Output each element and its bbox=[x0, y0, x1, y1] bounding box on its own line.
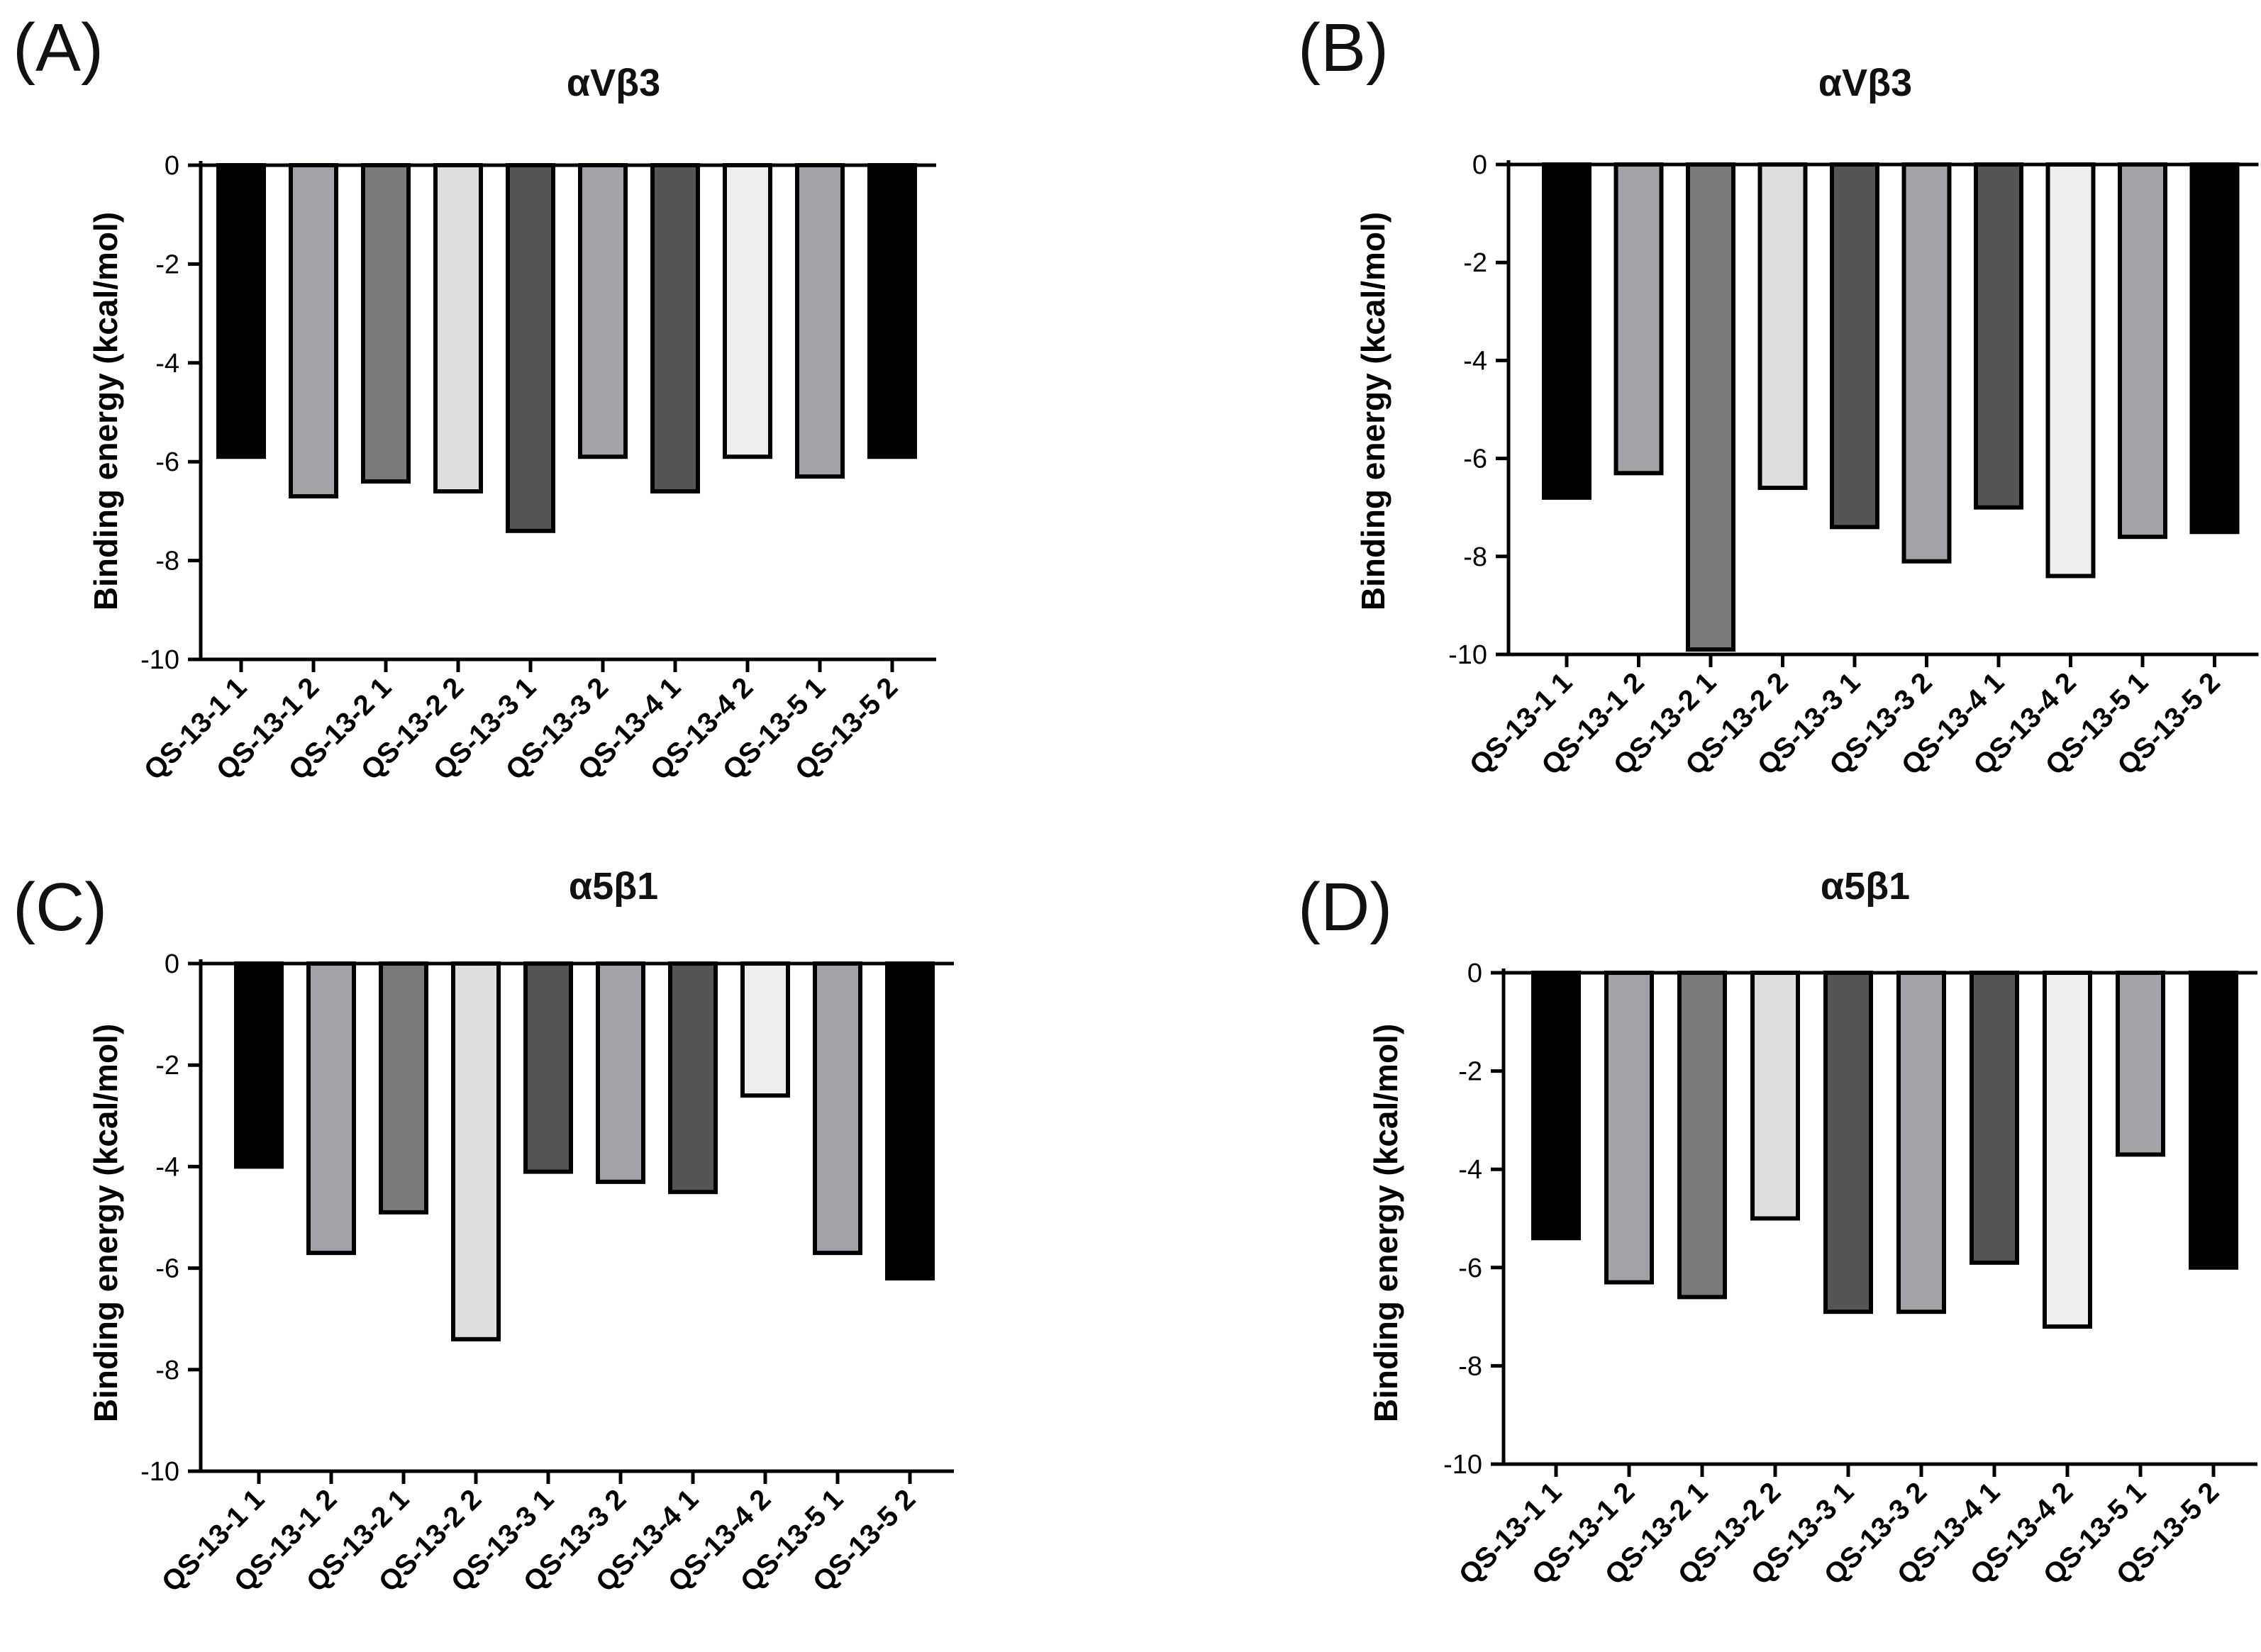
bar bbox=[668, 961, 718, 1195]
bar bbox=[216, 163, 266, 459]
chart-title: α5β1 bbox=[569, 865, 658, 908]
chart-title: αVβ3 bbox=[1818, 62, 1912, 104]
chart-title: αVβ3 bbox=[567, 62, 660, 104]
bar bbox=[234, 961, 284, 1169]
panel-letter: (B) bbox=[1298, 10, 1389, 86]
chart-panel-b: (B) αVβ3 Binding energy (kcal/mol) 0 -2 -4 -6 -… bbox=[1298, 10, 2259, 781]
y-tick-label: -4 bbox=[1463, 346, 1487, 376]
y-tick-label: -6 bbox=[1458, 1254, 1482, 1283]
bar bbox=[723, 163, 772, 459]
y-tick-label: -6 bbox=[155, 1254, 179, 1284]
y-tick-label: -2 bbox=[1458, 1057, 1482, 1087]
bar bbox=[433, 163, 483, 494]
y-tick-label: -4 bbox=[1458, 1155, 1482, 1185]
bar bbox=[795, 163, 845, 479]
bar bbox=[813, 961, 862, 1256]
bar bbox=[523, 961, 573, 1174]
bar bbox=[885, 961, 935, 1280]
panel-letter: (D) bbox=[1298, 869, 1392, 945]
bar bbox=[1542, 162, 1591, 500]
bar bbox=[2189, 162, 2240, 535]
bar bbox=[650, 163, 700, 494]
bar bbox=[1604, 971, 1654, 1285]
y-tick-label: -10 bbox=[140, 1457, 179, 1487]
y-tick-label: -10 bbox=[140, 645, 179, 675]
bar bbox=[1823, 971, 1873, 1315]
y-tick-label: -2 bbox=[1463, 248, 1487, 278]
bar bbox=[289, 163, 338, 498]
y-tick-label: -10 bbox=[1448, 640, 1487, 670]
y-tick-label: 0 bbox=[165, 151, 179, 181]
chart-panel-d: (D) α5β1 Binding energy (kcal/mol) 0 -2 -4 -6 -… bbox=[1298, 865, 2257, 1591]
y-tick-label: 0 bbox=[1472, 150, 1487, 180]
bar bbox=[306, 961, 356, 1256]
bar bbox=[1974, 162, 2023, 510]
y-tick-label: -2 bbox=[155, 1051, 179, 1081]
y-axis-label: Binding energy (kcal/mol) bbox=[1367, 1024, 1404, 1422]
panel-letter: (C) bbox=[13, 869, 107, 945]
bar bbox=[1531, 971, 1581, 1241]
bar bbox=[451, 961, 501, 1341]
y-axis-label: Binding energy (kcal/mol) bbox=[87, 1024, 124, 1422]
bar bbox=[1757, 162, 1808, 491]
y-tick-label: -8 bbox=[1458, 1351, 1482, 1381]
bar bbox=[1896, 971, 1946, 1315]
bar bbox=[506, 163, 555, 533]
bar bbox=[578, 163, 628, 459]
bar bbox=[1677, 971, 1727, 1300]
bar bbox=[740, 961, 790, 1098]
bar bbox=[379, 961, 428, 1215]
bar bbox=[361, 163, 411, 484]
bar bbox=[2118, 162, 2167, 540]
bar bbox=[1830, 162, 1879, 530]
bar bbox=[596, 961, 645, 1184]
y-tick-label: 0 bbox=[165, 949, 179, 979]
y-tick-label: -6 bbox=[155, 447, 179, 477]
bar bbox=[1613, 162, 1664, 476]
bar bbox=[1970, 971, 2019, 1265]
y-axis-label: Binding energy (kcal/mol) bbox=[87, 212, 124, 610]
y-tick-label: 0 bbox=[1467, 959, 1482, 988]
y-tick-label: -6 bbox=[1463, 445, 1487, 474]
bar bbox=[2043, 971, 2092, 1329]
y-tick-label: -10 bbox=[1443, 1450, 1482, 1480]
y-axis-label: Binding energy (kcal/mol) bbox=[1355, 212, 1391, 610]
bar bbox=[1750, 971, 1800, 1221]
bar bbox=[867, 163, 917, 459]
y-tick-label: -2 bbox=[155, 250, 179, 279]
y-tick-label: -4 bbox=[155, 1152, 179, 1182]
bar bbox=[2189, 971, 2238, 1270]
bar bbox=[1686, 162, 1735, 652]
y-tick-label: -8 bbox=[155, 1356, 179, 1385]
y-tick-label: -8 bbox=[1463, 542, 1487, 572]
chart-panel-c: (C) α5β1 Binding energy (kcal/mol) 0 -2 -4 -6 -… bbox=[13, 865, 954, 1598]
y-tick-label: -4 bbox=[155, 349, 179, 379]
chart-panel-a: (A) αVβ3 Binding energy (kcal/mol) 0 -2 -4 -6 -… bbox=[13, 10, 936, 786]
chart-title: α5β1 bbox=[1821, 865, 1910, 908]
bar bbox=[2116, 971, 2165, 1157]
bar bbox=[2045, 162, 2096, 579]
panel-letter: (A) bbox=[13, 10, 104, 86]
y-tick-label: -8 bbox=[155, 547, 179, 576]
bar bbox=[1901, 162, 1952, 564]
